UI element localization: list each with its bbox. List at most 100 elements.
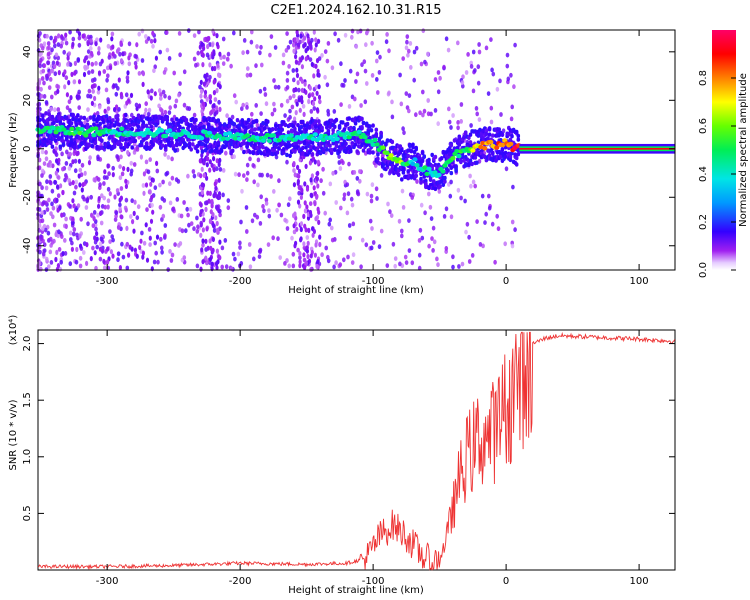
spectrogram-band-dot <box>227 123 232 129</box>
spectrogram-streak-dot <box>209 245 213 251</box>
spectrogram-noise-dot <box>255 122 260 128</box>
spectrogram-noise-dot <box>363 99 368 105</box>
spectrogram-noise-dot <box>90 78 95 83</box>
snr-series-line <box>37 331 676 571</box>
spectrogram-noise-dot <box>232 30 236 36</box>
spectrogram-streak-dot <box>149 181 153 187</box>
spectrogram-streak-dot <box>99 37 103 43</box>
spectrogram-noise-dot <box>175 197 180 202</box>
spectrogram-noise-dot <box>153 185 158 191</box>
spectrogram-noise-dot <box>459 119 464 124</box>
spectrogram-noise-dot <box>76 58 80 63</box>
spectrogram-noise-dot <box>74 259 79 265</box>
spectrogram-streak-dot <box>86 60 91 66</box>
spectrogram-noise-dot <box>152 259 157 265</box>
spectrogram-noise-dot <box>248 264 253 270</box>
spectrogram-streak-dot <box>316 259 320 265</box>
spectrogram-noise-dot <box>346 191 351 197</box>
spectrogram-noise-dot <box>144 101 148 107</box>
spectrogram-noise-dot <box>241 102 245 108</box>
spectrogram-band-dot <box>250 127 254 132</box>
spectrogram-band-dot <box>342 145 347 150</box>
spectrogram-noise-dot <box>471 88 476 94</box>
spectrogram-noise-dot <box>365 191 370 197</box>
spectrogram-noise-dot <box>91 223 96 229</box>
spectrogram-band-dot <box>187 141 192 146</box>
spectrogram-noise-dot <box>67 99 72 105</box>
spectrogram-streak-dot <box>112 83 116 89</box>
spectrogram-noise-dot <box>170 252 175 258</box>
spectrogram-streak-dot <box>297 168 302 174</box>
spectrogram-streak-dot <box>216 63 220 69</box>
spectrogram-noise-dot <box>404 45 409 51</box>
spectrogram-band-dot <box>299 139 304 144</box>
spectrogram-ridge-dot <box>440 169 446 174</box>
spectrogram-band-dot <box>377 161 382 166</box>
spectrogram-noise-dot <box>269 174 273 179</box>
spectrogram-noise-dot <box>119 154 123 160</box>
spectrogram-noise-dot <box>323 49 328 54</box>
spectrogram-noise-dot <box>86 34 91 40</box>
spectrogram-noise-dot <box>89 38 93 43</box>
spectrogram-noise-dot <box>345 210 350 216</box>
spectrogram-noise-dot <box>323 210 328 216</box>
snr-y-tick-label: 1.5 <box>22 392 33 408</box>
spectrogram-streak-dot <box>93 235 97 241</box>
spectrogram-ridge-dot <box>266 138 272 143</box>
spectrogram-noise-dot <box>37 223 42 229</box>
spectrogram-streak-dot <box>64 32 68 38</box>
spectrogram-streak-dot <box>89 256 93 262</box>
spectrogram-streak-dot <box>71 216 75 222</box>
spectrogram-ridge-dot <box>370 142 376 147</box>
spectrogram-streak-dot <box>303 181 307 187</box>
spectrogram-noise-dot <box>57 229 61 235</box>
spectrogram-streak-dot <box>55 266 60 272</box>
spectrogram-noise-dot <box>162 198 167 203</box>
spectrogram-streak-dot <box>210 261 214 267</box>
spectrogram-band-dot <box>111 118 115 123</box>
spectrogram-band-dot <box>503 154 508 159</box>
spectrogram-streak-dot <box>297 184 301 190</box>
spectrogram-noise-dot <box>328 217 333 223</box>
spectrogram-noise-dot <box>255 44 259 49</box>
spectrogram-streak-dot <box>315 263 319 269</box>
spectrogram-streak-dot <box>315 58 320 64</box>
spectrogram-noise-dot <box>292 168 296 173</box>
spectrogram-band-dot <box>484 128 489 133</box>
spectrogram-streak-dot <box>111 253 115 259</box>
spectrogram-streak-dot <box>70 71 74 77</box>
spectrogram-noise-dot <box>87 88 92 94</box>
spectrogram-band-dot <box>55 118 59 124</box>
spectrogram-streak-dot <box>63 84 67 90</box>
spectrogram-noise-dot <box>256 182 260 188</box>
spectrogram-band-dot <box>151 142 155 147</box>
spectrogram-noise-dot <box>475 111 480 117</box>
spectrogram-noise-dot <box>45 33 49 39</box>
spectrogram-noise-dot <box>484 45 489 51</box>
spectrogram-streak-dot <box>200 247 204 253</box>
spectrogram-band-dot <box>202 124 206 129</box>
spectrogram-noise-dot <box>173 103 178 109</box>
spectrogram-noise-dot <box>400 228 404 234</box>
spectrogram-streak-dot <box>296 199 301 205</box>
spectrogram-noise-dot <box>47 264 51 269</box>
spectrogram-streak-dot <box>315 90 319 96</box>
spectrogram-noise-dot <box>147 227 152 232</box>
spectrogram-noise-dot <box>399 101 404 107</box>
spectrogram-band-dot <box>288 143 292 148</box>
spectrogram-band-dot <box>462 158 466 163</box>
spectrogram-noise-dot <box>118 175 123 181</box>
spectrogram-noise-dot <box>275 207 279 213</box>
spectrogram-streak-dot <box>154 55 158 61</box>
spectrogram-noise-dot <box>116 86 120 91</box>
spectrogram-streak-dot <box>210 198 214 205</box>
spectrogram-noise-dot <box>510 243 515 249</box>
spectrogram-streak-dot <box>144 182 149 188</box>
spectrogram-band-dot <box>468 132 473 137</box>
spectrogram-noise-dot <box>505 63 510 69</box>
snr-x-tick-label: -100 <box>362 576 385 587</box>
spectrogram-streak-dot <box>201 62 205 68</box>
spectrogram-noise-dot <box>292 229 297 235</box>
spectrogram-streak-dot <box>312 29 316 35</box>
spectrogram-band-dot <box>93 140 98 146</box>
